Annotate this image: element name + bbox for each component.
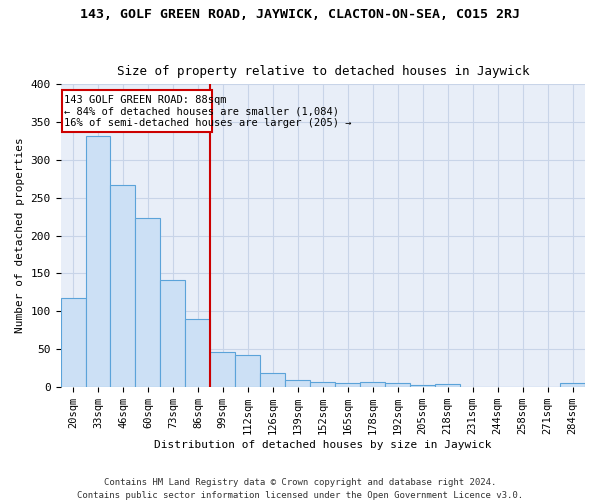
Bar	[385, 384, 410, 387]
Text: 143 GOLF GREEN ROAD: 88sqm: 143 GOLF GREEN ROAD: 88sqm	[64, 95, 227, 105]
Bar	[61, 298, 86, 387]
Text: Contains HM Land Registry data © Crown copyright and database right 2024.
Contai: Contains HM Land Registry data © Crown c…	[77, 478, 523, 500]
Y-axis label: Number of detached properties: Number of detached properties	[15, 138, 25, 334]
Bar	[235, 354, 260, 387]
Text: ← 84% of detached houses are smaller (1,084): ← 84% of detached houses are smaller (1,…	[64, 106, 339, 117]
Bar	[360, 382, 385, 387]
X-axis label: Distribution of detached houses by size in Jaywick: Distribution of detached houses by size …	[154, 440, 491, 450]
Bar	[435, 384, 460, 387]
Title: Size of property relative to detached houses in Jaywick: Size of property relative to detached ho…	[116, 66, 529, 78]
Bar	[260, 373, 286, 387]
FancyBboxPatch shape	[62, 90, 212, 132]
Bar	[335, 384, 360, 387]
Bar	[136, 218, 160, 387]
Bar	[160, 280, 185, 387]
Bar	[410, 385, 435, 387]
Text: 143, GOLF GREEN ROAD, JAYWICK, CLACTON-ON-SEA, CO15 2RJ: 143, GOLF GREEN ROAD, JAYWICK, CLACTON-O…	[80, 8, 520, 20]
Text: 16% of semi-detached houses are larger (205) →: 16% of semi-detached houses are larger (…	[64, 118, 352, 128]
Bar	[310, 382, 335, 387]
Bar	[86, 136, 110, 387]
Bar	[560, 384, 585, 387]
Bar	[185, 319, 211, 387]
Bar	[110, 184, 136, 387]
Bar	[286, 380, 310, 387]
Bar	[211, 352, 235, 387]
